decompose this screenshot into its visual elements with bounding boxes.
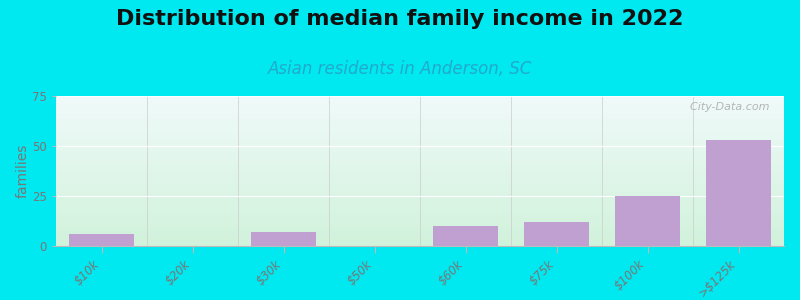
Bar [433,226,498,246]
Text: City-Data.com: City-Data.com [683,102,770,112]
Bar [706,140,771,246]
Text: Asian residents in Anderson, SC: Asian residents in Anderson, SC [268,60,532,78]
Bar [524,222,590,246]
Text: Distribution of median family income in 2022: Distribution of median family income in … [116,9,684,29]
Bar [614,196,680,246]
Bar [69,234,134,246]
Bar [250,232,316,246]
Y-axis label: families: families [15,144,30,198]
